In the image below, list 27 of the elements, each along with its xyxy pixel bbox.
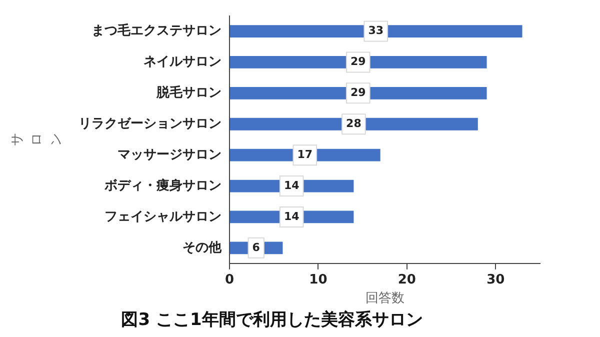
bar <box>230 25 522 38</box>
data-label: 14 <box>284 178 300 192</box>
data-label: 6 <box>252 240 260 254</box>
bar <box>230 118 478 130</box>
bar <box>230 56 487 68</box>
y-tick-label: リラクゼーションサロン <box>78 116 222 132</box>
data-label: 17 <box>297 148 313 161</box>
text: 図3 ここ1年間で利用した美容系サロン <box>121 310 423 330</box>
y-axis-title: サロン <box>10 133 64 146</box>
y-tick-label: その他 <box>182 240 222 256</box>
x-tick-label: 0 <box>224 272 234 288</box>
y-tick-label: マッサージサロン <box>118 147 222 162</box>
bar <box>230 86 487 100</box>
x-tick-label: 30 <box>486 272 505 288</box>
y-tick-label: ネイルサロン <box>144 54 222 70</box>
x-tick-label: 10 <box>309 272 328 288</box>
data-label: 33 <box>368 24 384 38</box>
x-tick-label: 20 <box>398 272 416 288</box>
y-tick-label: まつ毛エクステサロン <box>92 22 222 39</box>
data-label: 28 <box>346 116 362 130</box>
data-label: 29 <box>350 86 366 100</box>
data-label: 29 <box>350 55 366 68</box>
x-axis-title: 回答数 <box>365 291 404 306</box>
y-tick-label: フェイシャルサロン <box>104 209 222 224</box>
y-tick-label: ボディ・痩身サロン <box>104 177 222 194</box>
data-label: 14 <box>284 210 300 223</box>
y-tick-label: 脱毛サロン <box>156 84 222 101</box>
